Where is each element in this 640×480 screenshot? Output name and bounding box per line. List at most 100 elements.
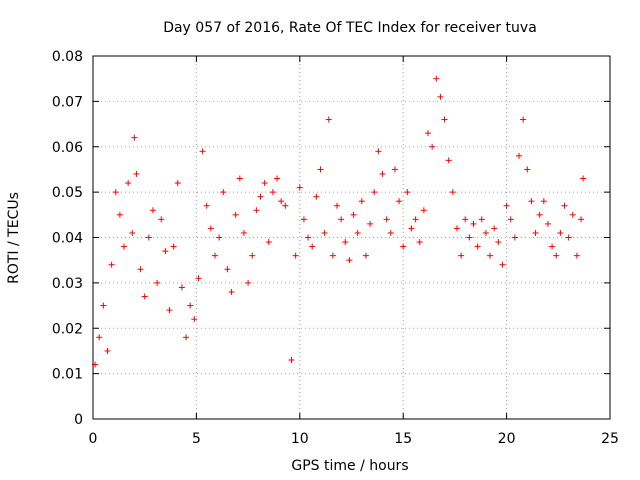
data-point — [491, 225, 498, 232]
data-point — [437, 93, 444, 100]
data-point — [346, 257, 353, 264]
data-point — [578, 216, 585, 223]
y-tick-label: 0.05 — [52, 185, 83, 201]
data-point — [195, 275, 202, 282]
data-point — [149, 207, 156, 214]
data-point — [145, 234, 152, 241]
grid — [93, 56, 610, 419]
data-point — [557, 229, 564, 236]
data-point — [269, 189, 276, 196]
data-point — [453, 225, 460, 232]
data-point — [391, 166, 398, 173]
data-point — [371, 189, 378, 196]
x-axis-label: GPS time / hours — [291, 458, 408, 474]
data-point — [236, 175, 243, 182]
y-tick-label: 0.02 — [52, 321, 83, 337]
x-tick-label: 25 — [601, 431, 619, 447]
data-point — [224, 266, 231, 273]
data-point — [313, 193, 320, 200]
data-point — [478, 216, 485, 223]
data-point — [232, 211, 239, 218]
data-point — [282, 202, 289, 209]
x-axis-ticks: 0 5 10 15 20 25 — [89, 56, 619, 447]
data-point — [482, 229, 489, 236]
data-point — [412, 216, 419, 223]
data-point — [265, 239, 272, 246]
data-point — [212, 252, 219, 259]
data-point — [400, 243, 407, 250]
data-point — [445, 157, 452, 164]
data-point — [131, 134, 138, 141]
data-point — [425, 130, 432, 137]
data-point — [228, 288, 235, 295]
data-point — [499, 261, 506, 268]
data-point — [342, 239, 349, 246]
plot-frame — [92, 55, 611, 420]
data-point — [121, 243, 128, 250]
data-point — [416, 239, 423, 246]
data-point — [565, 234, 572, 241]
y-tick-label: 0 — [74, 412, 83, 428]
data-point — [338, 216, 345, 223]
data-point — [561, 202, 568, 209]
data-point — [174, 180, 181, 187]
data-point — [573, 252, 580, 259]
data-point — [296, 184, 303, 191]
data-point — [129, 229, 136, 236]
data-point — [207, 225, 214, 232]
data-point — [383, 216, 390, 223]
data-point — [108, 261, 115, 268]
data-point — [549, 243, 556, 250]
y-tick-label: 0.01 — [52, 367, 83, 383]
data-point — [387, 229, 394, 236]
data-point — [470, 220, 477, 227]
data-point — [257, 193, 264, 200]
data-point — [166, 307, 173, 314]
data-point — [325, 116, 332, 123]
y-axis-ticks: 0 0.01 0.02 0.03 0.04 0.05 0.06 0.07 0.08 — [52, 49, 610, 428]
data-point — [487, 252, 494, 259]
data-point — [540, 198, 547, 205]
y-tick-label: 0.07 — [52, 94, 83, 110]
data-point — [203, 202, 210, 209]
data-point — [240, 229, 247, 236]
chart-title: Day 057 of 2016, Rate Of TEC Index for r… — [163, 20, 537, 36]
data-point — [261, 180, 268, 187]
data-point — [532, 229, 539, 236]
data-point — [329, 252, 336, 259]
data-point — [216, 234, 223, 241]
y-tick-label: 0.03 — [52, 276, 83, 292]
data-point — [305, 234, 312, 241]
data-point — [544, 220, 551, 227]
x-tick-label: 20 — [498, 431, 516, 447]
y-tick-label: 0.06 — [52, 140, 83, 156]
data-point — [162, 248, 169, 255]
data-point — [187, 302, 194, 309]
data-point — [520, 116, 527, 123]
data-point — [503, 202, 510, 209]
y-tick-label: 0.04 — [52, 231, 83, 247]
data-point — [511, 234, 518, 241]
y-tick-label: 0.08 — [52, 49, 83, 65]
data-point — [466, 234, 473, 241]
data-point — [220, 189, 227, 196]
x-tick-label: 15 — [394, 431, 412, 447]
data-point — [321, 229, 328, 236]
data-point — [292, 252, 299, 259]
data-point — [288, 357, 295, 364]
data-point — [553, 252, 560, 259]
data-point — [274, 175, 281, 182]
data-point — [569, 211, 576, 218]
data-point — [245, 279, 252, 286]
data-point — [516, 152, 523, 159]
data-point — [183, 334, 190, 341]
data-point — [100, 302, 107, 309]
data-point — [96, 334, 103, 341]
data-point — [449, 189, 456, 196]
y-axis-label: ROTI / TECUs — [6, 192, 22, 284]
x-tick-label: 5 — [192, 431, 201, 447]
data-point — [507, 216, 514, 223]
data-point — [178, 284, 185, 291]
data-points — [92, 75, 587, 368]
